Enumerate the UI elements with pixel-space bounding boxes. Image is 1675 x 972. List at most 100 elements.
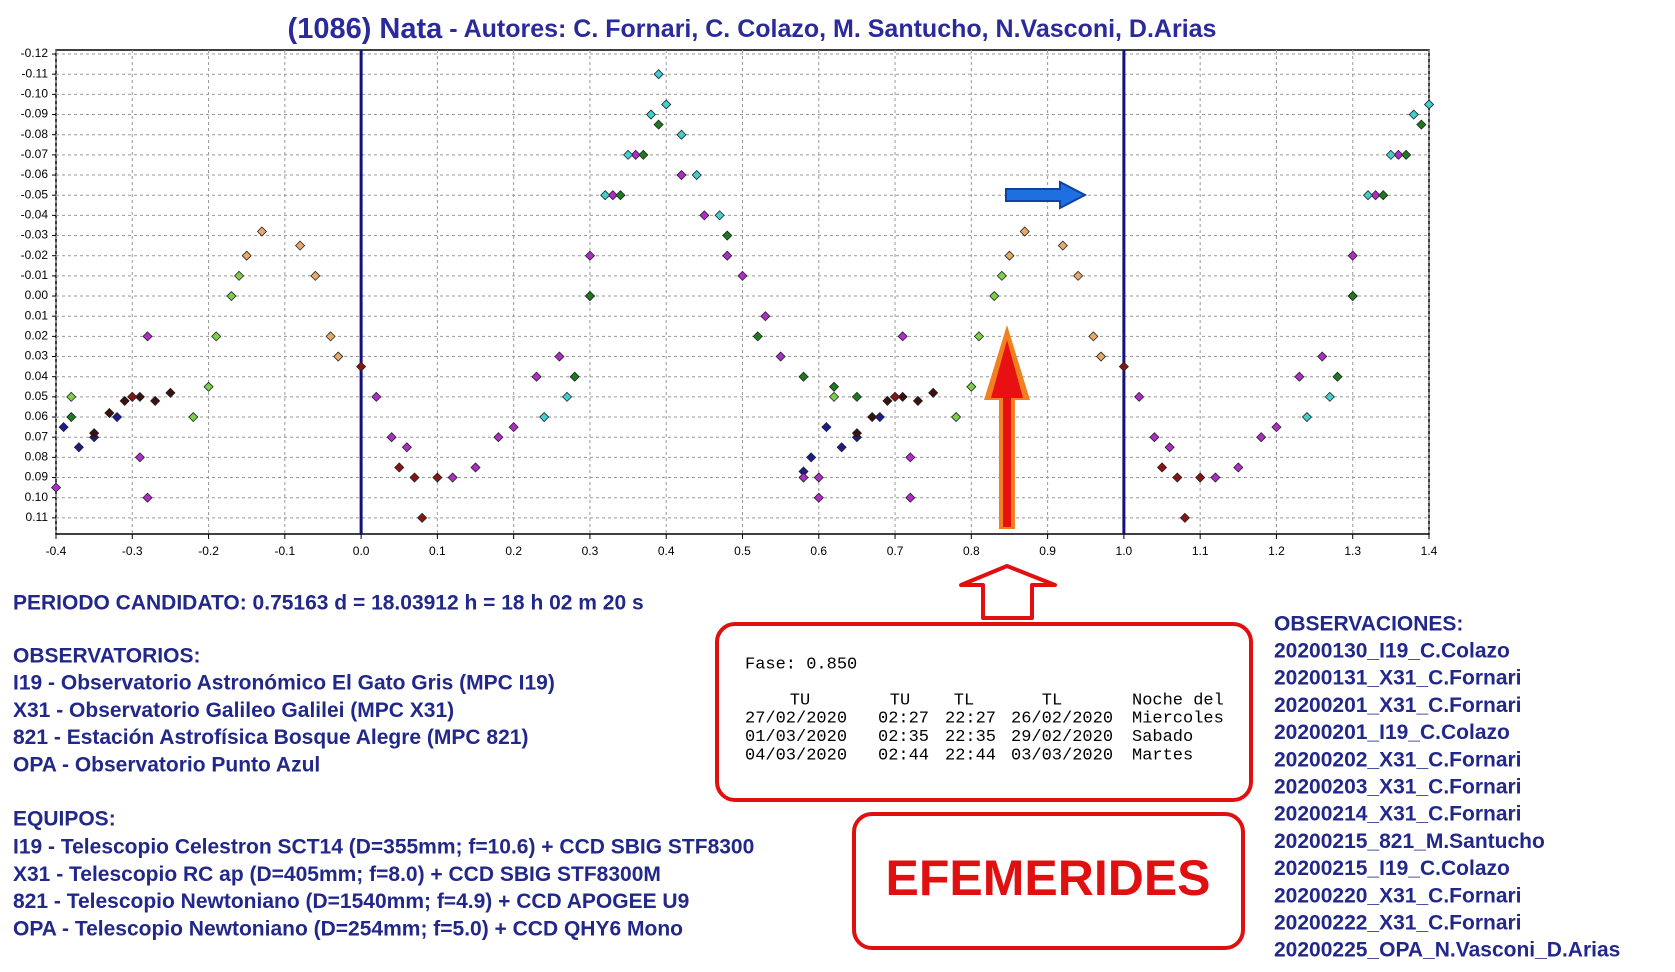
point xyxy=(905,492,916,503)
y-tick-label: -0.02 xyxy=(21,248,49,262)
point xyxy=(889,391,901,402)
y-tick-label: 0.11 xyxy=(26,510,49,524)
point xyxy=(1233,462,1244,473)
point xyxy=(600,190,611,201)
x-tick-label: 1.0 xyxy=(1116,544,1133,558)
point xyxy=(1156,462,1168,473)
point xyxy=(1347,250,1358,261)
point xyxy=(874,411,885,423)
list-item: X31 - Observatorio Galileo Galilei (MPC … xyxy=(13,699,454,722)
ephemeris-header: TL xyxy=(1042,691,1062,710)
ephemeris-cell: 04/03/2020 xyxy=(745,746,847,765)
y-tick-label: 0.06 xyxy=(25,409,49,423)
reference-lines xyxy=(359,50,1126,534)
point xyxy=(203,381,214,392)
point xyxy=(1004,250,1015,261)
point xyxy=(1149,432,1160,443)
point xyxy=(1385,149,1396,160)
point xyxy=(882,395,893,406)
point xyxy=(134,391,145,402)
point xyxy=(1317,351,1328,362)
point xyxy=(928,387,939,398)
ephemeris-cell: 27/02/2020 xyxy=(745,709,847,728)
list-item: 20200203_X31_C.Fornari xyxy=(1274,776,1522,799)
point xyxy=(119,395,130,406)
point xyxy=(104,407,115,419)
point xyxy=(851,428,862,439)
x-tick-label: 0.2 xyxy=(505,544,522,558)
point xyxy=(211,331,222,342)
point xyxy=(1393,149,1404,160)
ephemeris-cell: Martes xyxy=(1132,746,1193,765)
point xyxy=(867,411,878,423)
y-tick-label: 0.02 xyxy=(25,329,49,343)
point xyxy=(653,119,664,130)
point xyxy=(775,351,786,362)
list-item: 20200202_X31_C.Fornari xyxy=(1274,748,1522,771)
point xyxy=(623,149,634,160)
ephemeris-cell: 02:27 xyxy=(878,709,929,728)
point xyxy=(493,432,504,443)
y-tick-label: 0.04 xyxy=(25,369,49,383)
y-tick-label: -0.12 xyxy=(21,46,49,60)
list-item: 20200130_I19_C.Colazo xyxy=(1274,640,1510,663)
point xyxy=(142,492,153,503)
point xyxy=(798,371,809,382)
point xyxy=(691,169,702,181)
point xyxy=(813,492,824,503)
x-tick-label: 0.8 xyxy=(963,544,980,558)
point xyxy=(226,290,237,302)
list-item: 20200220_X31_C.Fornari xyxy=(1274,884,1522,907)
ephemeris-header: TL xyxy=(954,691,974,710)
ephemeris-cell: Miercoles xyxy=(1132,709,1224,728)
list-item: 20200225_OPA_N.Vasconi_D.Arias xyxy=(1274,939,1620,962)
point xyxy=(554,351,565,362)
point xyxy=(661,99,672,110)
point xyxy=(89,428,100,439)
point xyxy=(1332,371,1343,382)
list-item: 20200222_X31_C.Fornari xyxy=(1274,912,1522,935)
point xyxy=(256,226,268,237)
x-tick-label: 1.2 xyxy=(1268,544,1285,558)
point xyxy=(1057,240,1068,251)
y-tick-label: 0.05 xyxy=(25,389,49,403)
ephemeris-cell: Sabado xyxy=(1132,728,1193,747)
y-tick-label: -0.08 xyxy=(21,127,49,141)
up-arrow xyxy=(959,564,1057,620)
point xyxy=(371,391,382,402)
list-item: I19 - Observatorio Astronómico El Gato G… xyxy=(13,672,555,695)
ephemeris-header: TU xyxy=(890,691,910,710)
x-tick-label: 0.9 xyxy=(1039,544,1056,558)
point xyxy=(806,452,817,463)
point xyxy=(813,472,824,483)
ephemeris-cell: 22:35 xyxy=(945,728,996,747)
list-item: 20200131_X31_C.Fornari xyxy=(1274,667,1522,690)
point xyxy=(333,351,344,362)
point xyxy=(760,311,771,322)
point xyxy=(325,331,336,342)
list-heading: EQUIPOS: xyxy=(13,808,116,831)
y-tick-label: 0.00 xyxy=(25,288,49,302)
ephemeris-header: TU xyxy=(790,691,810,710)
point xyxy=(134,452,145,463)
x-tick-label: 1.1 xyxy=(1192,544,1209,558)
point xyxy=(1401,149,1412,160)
point xyxy=(821,422,832,433)
chart-subtitle: - Autores: C. Fornari, C. Colazo, M. San… xyxy=(442,15,1216,43)
point xyxy=(996,270,1007,281)
y-tick-label: -0.01 xyxy=(21,268,49,282)
point xyxy=(737,270,748,281)
grid xyxy=(55,50,1430,534)
x-tick-label: 0.1 xyxy=(429,544,446,558)
point xyxy=(828,381,840,392)
direction-arrow xyxy=(1005,180,1088,210)
point xyxy=(58,422,69,433)
point xyxy=(951,411,962,423)
point xyxy=(1256,432,1267,443)
point xyxy=(356,361,367,372)
x-tick-label: 1.3 xyxy=(1344,544,1361,558)
y-tick-label: 0.03 xyxy=(25,349,49,363)
point xyxy=(401,442,412,453)
x-tick-label: 0.7 xyxy=(887,544,904,558)
